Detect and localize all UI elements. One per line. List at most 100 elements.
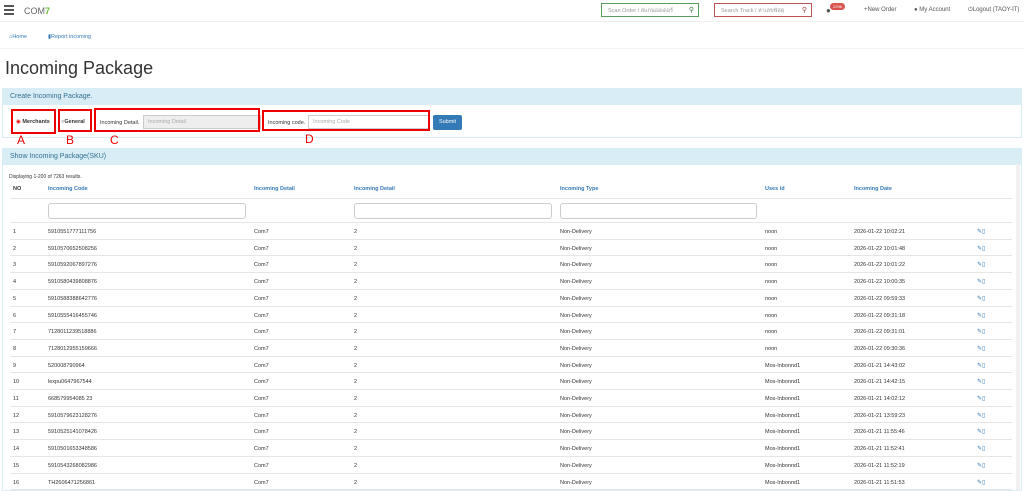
edit-pencil-icon[interactable]: ✎ <box>977 329 983 336</box>
breadcrumb-home[interactable]: ⌂Home <box>9 34 27 40</box>
edit-pencil-icon[interactable]: ✎ <box>977 396 983 402</box>
scan-order-input[interactable]: Scan Order / สแกนออเดอร์ ⚲ <box>601 3 699 17</box>
home-icon: ⌂ <box>9 34 13 40</box>
search-icon[interactable]: ⚲ <box>801 7 807 14</box>
edit-pencil-icon[interactable]: ✎ <box>977 279 983 286</box>
edit-pencil-icon[interactable]: ✎ <box>977 362 983 369</box>
annotation-box-a <box>11 109 56 134</box>
row-incoming-type: Non-Delivery <box>560 362 592 369</box>
scrollbar[interactable] <box>1016 164 1020 490</box>
edit-pencil-icon[interactable]: ✎ <box>977 429 983 436</box>
row-incoming-detail: Com7 <box>254 412 269 419</box>
row-uses-id: Mos-Inbonnd1 <box>765 429 801 436</box>
search-track-input[interactable]: Search Track / หาเลขพัสดุ ⚲ <box>714 3 812 17</box>
edit-pencil-icon[interactable]: ✎ <box>977 379 983 386</box>
new-order-link[interactable]: +New Order <box>864 7 897 13</box>
edit-pencil-icon[interactable]: ✎ <box>977 446 983 453</box>
logo[interactable]: COM7 <box>24 6 51 16</box>
row-divider <box>10 288 1012 290</box>
row-actions: ✎▯ <box>977 328 985 335</box>
column-header-incoming-date[interactable]: Incoming Date <box>854 186 892 192</box>
row-incoming-type: Non-Delivery <box>560 446 592 453</box>
row-divider <box>10 389 1012 390</box>
delete-trash-icon[interactable]: ▯ <box>982 279 986 286</box>
row-incoming-detail: Com7 <box>254 229 269 235</box>
row-no: 8 <box>13 345 17 352</box>
notification-badge[interactable]: 2296 <box>830 3 845 10</box>
breadcrumb-report-incoming[interactable]: ▮Report incoming <box>48 34 92 40</box>
row-incoming-detail: Com7 <box>254 446 269 453</box>
row-actions: ✎▯ <box>977 245 985 252</box>
incoming-detail-input[interactable]: Incoming Detail <box>143 115 261 129</box>
delete-trash-icon[interactable]: ▯ <box>982 412 986 419</box>
search-icon[interactable]: ⚲ <box>688 7 694 14</box>
radio-checked-icon: ◉ <box>16 119 21 125</box>
row-incoming-type: Non-Delivery <box>560 312 592 319</box>
delete-trash-icon[interactable]: ▯ <box>982 479 986 486</box>
top-navbar: COM7 Scan Order / สแกนออเดอร์ ⚲ Search Tr… <box>0 0 1024 22</box>
edit-pencil-icon[interactable]: ✎ <box>977 262 983 269</box>
my-account-link[interactable]: ● My Account <box>914 7 951 13</box>
logout-link[interactable]: ⏻Logout (TAOY-IT) <box>968 7 1020 13</box>
row-incoming-code: 5910501653348586 <box>48 446 97 453</box>
row-incoming-code: 5910580439808876 <box>48 279 97 286</box>
edit-pencil-icon[interactable]: ✎ <box>977 229 983 235</box>
incoming-code-input[interactable]: Incoming Code <box>308 115 430 129</box>
delete-trash-icon[interactable]: ▯ <box>982 245 986 252</box>
annotation-box-c <box>94 108 260 132</box>
annotation-label-d: D <box>305 132 314 146</box>
panel-heading: Create Incoming Package. <box>3 89 1021 105</box>
edit-pencil-icon[interactable]: ✎ <box>977 412 983 419</box>
column-header-incoming-type[interactable]: Incoming Type <box>560 186 599 192</box>
edit-pencil-icon[interactable]: ✎ <box>977 479 983 486</box>
filter-incoming-code[interactable] <box>48 203 246 219</box>
filter-incoming-detail[interactable] <box>354 203 552 219</box>
row-incoming-detail: Com7 <box>254 429 269 436</box>
delete-trash-icon[interactable]: ▯ <box>982 229 986 235</box>
bell-icon[interactable]: ● <box>826 6 831 15</box>
row-no: 5 <box>13 295 17 302</box>
row-incoming-date: 2026-01-22 10:01:22 <box>854 262 906 269</box>
general-radio[interactable]: ○General <box>61 119 85 125</box>
row-uses-id: noon <box>765 229 778 235</box>
row-no: 16 <box>13 479 20 486</box>
delete-trash-icon[interactable]: ▯ <box>982 429 986 436</box>
row-divider <box>10 338 1012 340</box>
edit-pencil-icon[interactable]: ✎ <box>977 295 983 302</box>
delete-trash-icon[interactable]: ▯ <box>982 446 986 453</box>
delete-trash-icon[interactable]: ▯ <box>982 262 986 269</box>
column-header-incoming-detail-2[interactable]: Incoming Detail <box>354 186 395 192</box>
column-header-uses-id[interactable]: Uses id <box>765 186 785 192</box>
row-actions: ✎▯ <box>977 312 985 319</box>
row-no: 10 <box>13 379 20 386</box>
delete-trash-icon[interactable]: ▯ <box>982 396 986 402</box>
filter-incoming-type[interactable] <box>560 203 757 219</box>
column-header-incoming-detail[interactable]: Incoming Detail <box>254 186 295 192</box>
row-incoming-date: 2026-01-21 11:52:19 <box>854 462 905 469</box>
merchants-radio[interactable]: ◉ Merchants <box>16 119 50 125</box>
column-header-incoming-code[interactable]: Incoming Code <box>48 186 88 192</box>
row-divider <box>10 322 1012 324</box>
delete-trash-icon[interactable]: ▯ <box>982 462 986 469</box>
hamburger-menu-icon[interactable] <box>4 5 14 17</box>
edit-pencil-icon[interactable]: ✎ <box>977 312 983 319</box>
row-incoming-code: 5910570652508256 <box>48 245 97 252</box>
delete-trash-icon[interactable]: ▯ <box>982 379 986 386</box>
delete-trash-icon[interactable]: ▯ <box>982 295 986 302</box>
submit-button[interactable]: Submit <box>433 115 462 130</box>
delete-trash-icon[interactable]: ▯ <box>982 345 986 352</box>
delete-trash-icon[interactable]: ▯ <box>982 312 986 319</box>
row-incoming-detail: Com7 <box>254 462 269 469</box>
edit-pencil-icon[interactable]: ✎ <box>977 245 983 252</box>
edit-pencil-icon[interactable]: ✎ <box>977 462 983 469</box>
row-incoming-detail-2: 2 <box>354 412 358 419</box>
row-incoming-date: 2026-01-21 11:52:41 <box>854 446 905 453</box>
row-no: 6 <box>13 312 17 319</box>
row-incoming-detail-2: 2 <box>354 362 358 369</box>
panel-heading: Show Incoming Package(SKU) <box>3 149 1021 165</box>
annotation-label-a: A <box>17 133 26 147</box>
delete-trash-icon[interactable]: ▯ <box>982 329 986 336</box>
edit-pencil-icon[interactable]: ✎ <box>977 345 983 352</box>
delete-trash-icon[interactable]: ▯ <box>982 362 986 369</box>
annotation-label-b: B <box>66 133 75 147</box>
